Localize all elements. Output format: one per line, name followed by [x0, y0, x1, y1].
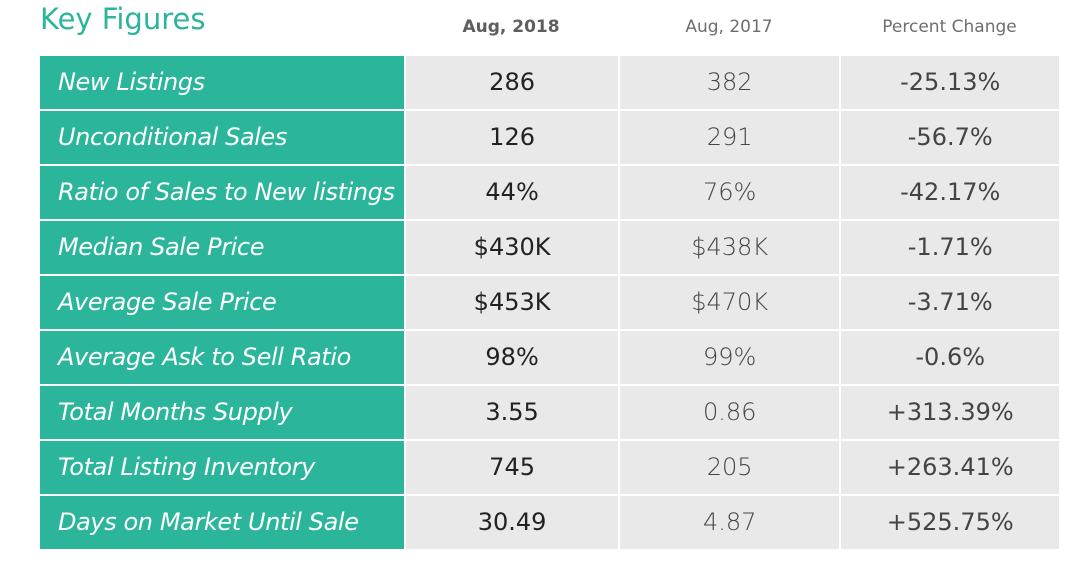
- table-row: New Listings 286 382 -25.13%: [40, 56, 1059, 109]
- percent-change: +313.39%: [841, 386, 1059, 439]
- table-row: Total Listing Inventory 745 205 +263.41%: [40, 441, 1059, 494]
- table-row: Average Ask to Sell Ratio 98% 99% -0.6%: [40, 331, 1059, 384]
- table-row: Average Sale Price $453K $470K -3.71%: [40, 276, 1059, 329]
- percent-change: -42.17%: [841, 166, 1059, 219]
- percent-change: -1.71%: [841, 221, 1059, 274]
- table-row: Total Months Supply 3.55 0.86 +313.39%: [40, 386, 1059, 439]
- current-value: 44%: [406, 166, 618, 219]
- page-title: Key Figures: [40, 2, 206, 36]
- percent-change: -0.6%: [841, 331, 1059, 384]
- row-label: Average Ask to Sell Ratio: [40, 331, 405, 384]
- row-label: Ratio of Sales to New listings: [40, 166, 405, 219]
- current-value: 3.55: [406, 386, 618, 439]
- percent-change: -3.71%: [841, 276, 1059, 329]
- current-value: 286: [406, 56, 618, 109]
- current-value: 745: [406, 441, 618, 494]
- row-label: Median Sale Price: [40, 221, 405, 274]
- column-header-change: Percent Change: [882, 17, 1017, 37]
- previous-value: 0.86: [619, 386, 840, 439]
- key-figures-table: New Listings 286 382 -25.13% Uncondition…: [40, 56, 1059, 551]
- row-label: Unconditional Sales: [40, 111, 405, 164]
- percent-change: +263.41%: [841, 441, 1059, 494]
- previous-value: 291: [619, 111, 840, 164]
- previous-value: $438K: [619, 221, 840, 274]
- current-value: 126: [406, 111, 618, 164]
- current-value: $453K: [406, 276, 618, 329]
- percent-change: +525.75%: [841, 496, 1059, 549]
- table-row: Ratio of Sales to New listings 44% 76% -…: [40, 166, 1059, 219]
- current-value: 98%: [406, 331, 618, 384]
- current-value: 30.49: [406, 496, 618, 549]
- previous-value: 99%: [619, 331, 840, 384]
- row-label: Average Sale Price: [40, 276, 405, 329]
- column-header-previous: Aug, 2017: [685, 17, 773, 37]
- row-label: Total Months Supply: [40, 386, 405, 439]
- table-row: Days on Market Until Sale 30.49 4.87 +52…: [40, 496, 1059, 549]
- previous-value: 205: [619, 441, 840, 494]
- percent-change: -56.7%: [841, 111, 1059, 164]
- current-value: $430K: [406, 221, 618, 274]
- row-label: Total Listing Inventory: [40, 441, 405, 494]
- previous-value: 4.87: [619, 496, 840, 549]
- previous-value: $470K: [619, 276, 840, 329]
- previous-value: 76%: [619, 166, 840, 219]
- column-header-current: Aug, 2018: [462, 17, 560, 37]
- table-row: Unconditional Sales 126 291 -56.7%: [40, 111, 1059, 164]
- table-row: Median Sale Price $430K $438K -1.71%: [40, 221, 1059, 274]
- row-label: New Listings: [40, 56, 405, 109]
- previous-value: 382: [619, 56, 840, 109]
- percent-change: -25.13%: [841, 56, 1059, 109]
- row-label: Days on Market Until Sale: [40, 496, 405, 549]
